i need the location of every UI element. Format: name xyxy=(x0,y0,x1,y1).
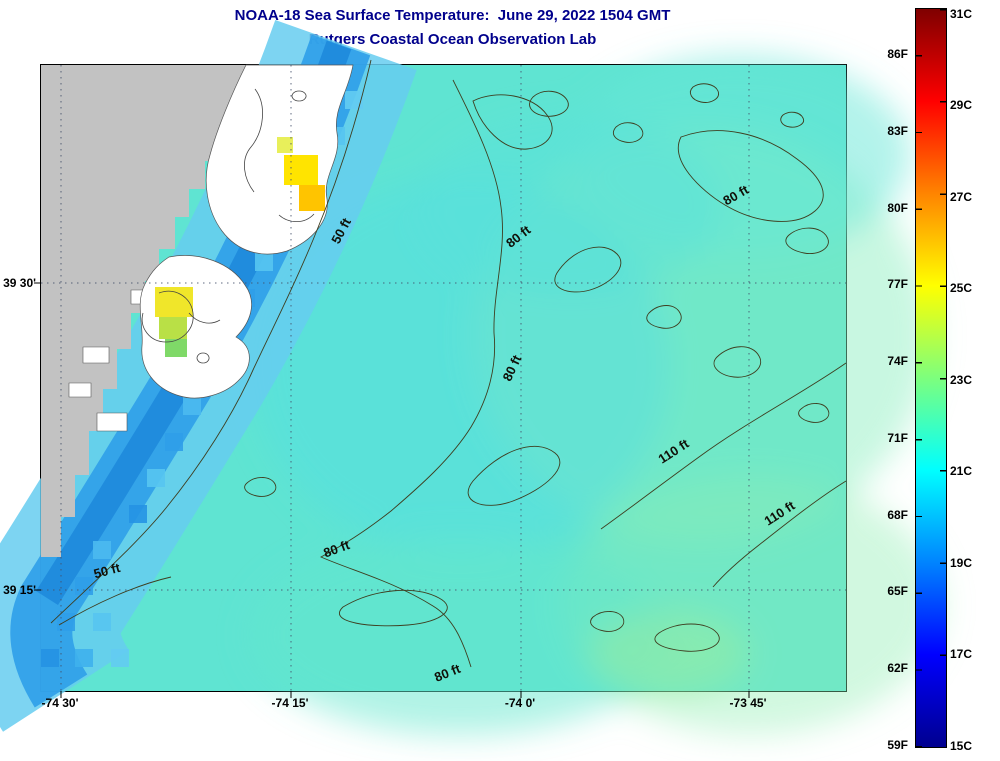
c-scale-label: 15C xyxy=(950,739,973,753)
x-tick-label-73-45: -73 45' xyxy=(729,696,767,710)
f-scale-label: 80F xyxy=(887,201,908,215)
f-scale-label: 83F xyxy=(887,124,908,138)
c-scale-label: 31C xyxy=(950,7,973,21)
c-scale-label: 29C xyxy=(950,98,973,112)
c-scale-label: 27C xyxy=(950,190,973,204)
c-scale-label: 23C xyxy=(950,373,973,387)
ocean-mottle xyxy=(251,55,941,735)
contour-label-50ft: 50 ft xyxy=(92,560,122,582)
y-tick-label-39-30: 39 30' xyxy=(3,276,36,290)
c-scale-label: 25C xyxy=(950,281,973,295)
figure-subtitle: Rutgers Coastal Ocean Observation Lab xyxy=(308,31,597,48)
sst-map-canvas: 50 ft 50 ft 80 ft 80 ft 80 ft 80 ft 80 f… xyxy=(0,20,941,735)
f-scale-label: 68F xyxy=(887,508,908,522)
figure-title: NOAA-18 Sea Surface Temperature: June 29… xyxy=(234,7,671,24)
sst-map: 50 ft 50 ft 80 ft 80 ft 80 ft 80 ft 80 f… xyxy=(0,20,941,735)
depth-contours xyxy=(50,59,847,668)
graticule xyxy=(41,65,846,691)
y-tick-label-39-15: 39 15' xyxy=(3,583,36,597)
x-tick-label-74-0: -74 0' xyxy=(504,696,536,710)
f-scale-label: 59F xyxy=(887,738,908,752)
f-scale-label: 71F xyxy=(887,431,908,445)
colorbar xyxy=(915,8,947,748)
x-tick-label-74-30: -74 30' xyxy=(41,696,79,710)
x-tick-label-74-15: -74 15' xyxy=(271,696,309,710)
c-scale-label: 19C xyxy=(950,556,973,570)
warm-bay-pixels xyxy=(155,137,325,357)
axis-ticks xyxy=(34,282,750,698)
f-scale-label: 62F xyxy=(887,661,908,675)
f-scale-label: 74F xyxy=(887,354,908,368)
f-scale-label: 86F xyxy=(887,47,908,61)
coastline-details xyxy=(141,88,315,364)
c-scale-label: 17C xyxy=(950,647,973,661)
f-scale-label: 77F xyxy=(887,277,908,291)
c-scale-label: 21C xyxy=(950,464,973,478)
f-scale-label: 65F xyxy=(887,584,908,598)
